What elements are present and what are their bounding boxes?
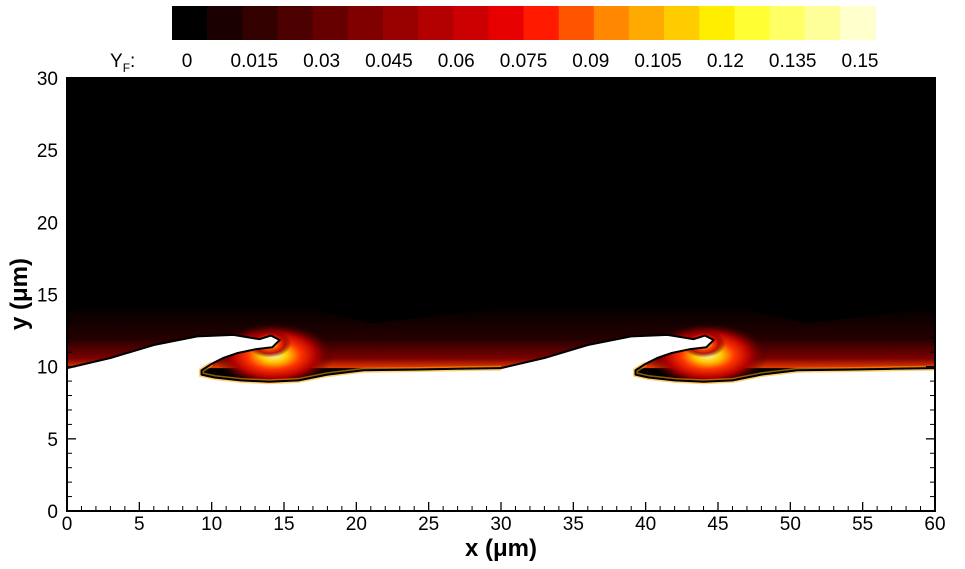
x-axis: 0 5 10 15 20 25 30 35 40 45 50 55 60 bbox=[62, 78, 946, 535]
colorbar-swatch bbox=[664, 6, 700, 40]
colorbar-title-sub: F bbox=[123, 61, 130, 75]
y-tick-label: 10 bbox=[37, 358, 58, 379]
colorbar-tick-label: 0.105 bbox=[634, 51, 682, 72]
x-tick-label: 40 bbox=[635, 514, 656, 535]
colorbar-tick-label: 0.045 bbox=[365, 51, 413, 72]
colorbar-swatch bbox=[769, 6, 806, 40]
colorbar-tick-label: 0.09 bbox=[572, 51, 609, 72]
colorbar-swatch bbox=[312, 6, 349, 40]
colorbar bbox=[172, 6, 876, 40]
plot-area bbox=[67, 78, 935, 511]
colorbar-title-main: Y bbox=[110, 51, 123, 72]
x-tick-label: 15 bbox=[273, 514, 294, 535]
x-tick-label: 55 bbox=[852, 514, 873, 535]
colorbar-tick-label: 0.06 bbox=[438, 51, 475, 72]
colorbar-tick-label: 0.15 bbox=[842, 51, 879, 72]
colorbar-tick-label: 0.03 bbox=[303, 51, 340, 72]
colorbar-swatch bbox=[453, 6, 489, 40]
colorbar-tick-label: 0.015 bbox=[231, 51, 279, 72]
y-tick-label: 0 bbox=[47, 502, 58, 523]
colorbar-swatch bbox=[804, 6, 841, 40]
colorbar-tick-label: 0.135 bbox=[769, 51, 817, 72]
y-tick-label: 20 bbox=[37, 213, 58, 234]
y-tick-label: 5 bbox=[47, 430, 58, 451]
x-tick-label: 20 bbox=[346, 514, 367, 535]
x-tick-label: 5 bbox=[134, 514, 145, 535]
interface-contour bbox=[500, 333, 935, 383]
colorbar-tick-label: 0.12 bbox=[707, 51, 744, 72]
x-axis-title: x (μm) bbox=[465, 535, 537, 562]
x-tick-label: 50 bbox=[780, 514, 801, 535]
colorbar-swatch bbox=[382, 6, 419, 40]
colorbar-swatch bbox=[277, 6, 314, 40]
colorbar-swatch bbox=[699, 6, 735, 40]
colorbar-swatch bbox=[523, 6, 560, 40]
x-tick-label: 60 bbox=[924, 514, 945, 535]
colorbar-swatch bbox=[347, 6, 384, 40]
colorbar-swatch bbox=[593, 6, 630, 40]
y-tick-label: 15 bbox=[37, 286, 58, 307]
colorbar-swatch bbox=[558, 6, 595, 40]
fuel-region bbox=[67, 334, 501, 511]
colorbar-swatch bbox=[242, 6, 279, 40]
x-tick-label: 25 bbox=[418, 514, 439, 535]
colorbar-swatch bbox=[418, 6, 454, 40]
colorbar-swatch bbox=[207, 6, 243, 40]
colorbar-title: YF: bbox=[110, 51, 135, 75]
x-tick-label: 45 bbox=[707, 514, 728, 535]
y-axis-title: y (μm) bbox=[6, 258, 33, 330]
colorbar-swatch bbox=[172, 6, 208, 40]
colorbar-swatch bbox=[628, 6, 665, 40]
yf-field bbox=[67, 304, 935, 511]
x-tick-label: 35 bbox=[563, 514, 584, 535]
colorbar-swatch bbox=[734, 6, 771, 40]
colorbar-tick-label: 0 bbox=[182, 51, 193, 72]
colorbar-swatch bbox=[488, 6, 525, 40]
colorbar-tick-labels: 0 0.015 0.03 0.045 0.06 0.075 0.09 0.105 0.12 0.1… bbox=[182, 51, 879, 72]
x-tick-label: 0 bbox=[62, 514, 73, 535]
x-tick-label: 30 bbox=[490, 514, 511, 535]
colorbar-tick-label: 0.075 bbox=[500, 51, 548, 72]
interface-contour bbox=[67, 333, 502, 383]
y-axis: 0 5 10 15 20 25 30 bbox=[37, 69, 935, 523]
fuel-region bbox=[501, 334, 935, 511]
colorbar-title-suffix: : bbox=[130, 51, 135, 72]
y-tick-label: 30 bbox=[37, 69, 58, 90]
y-tick-label: 25 bbox=[37, 141, 58, 162]
x-tick-label: 10 bbox=[201, 514, 222, 535]
colorbar-swatch bbox=[839, 6, 876, 40]
